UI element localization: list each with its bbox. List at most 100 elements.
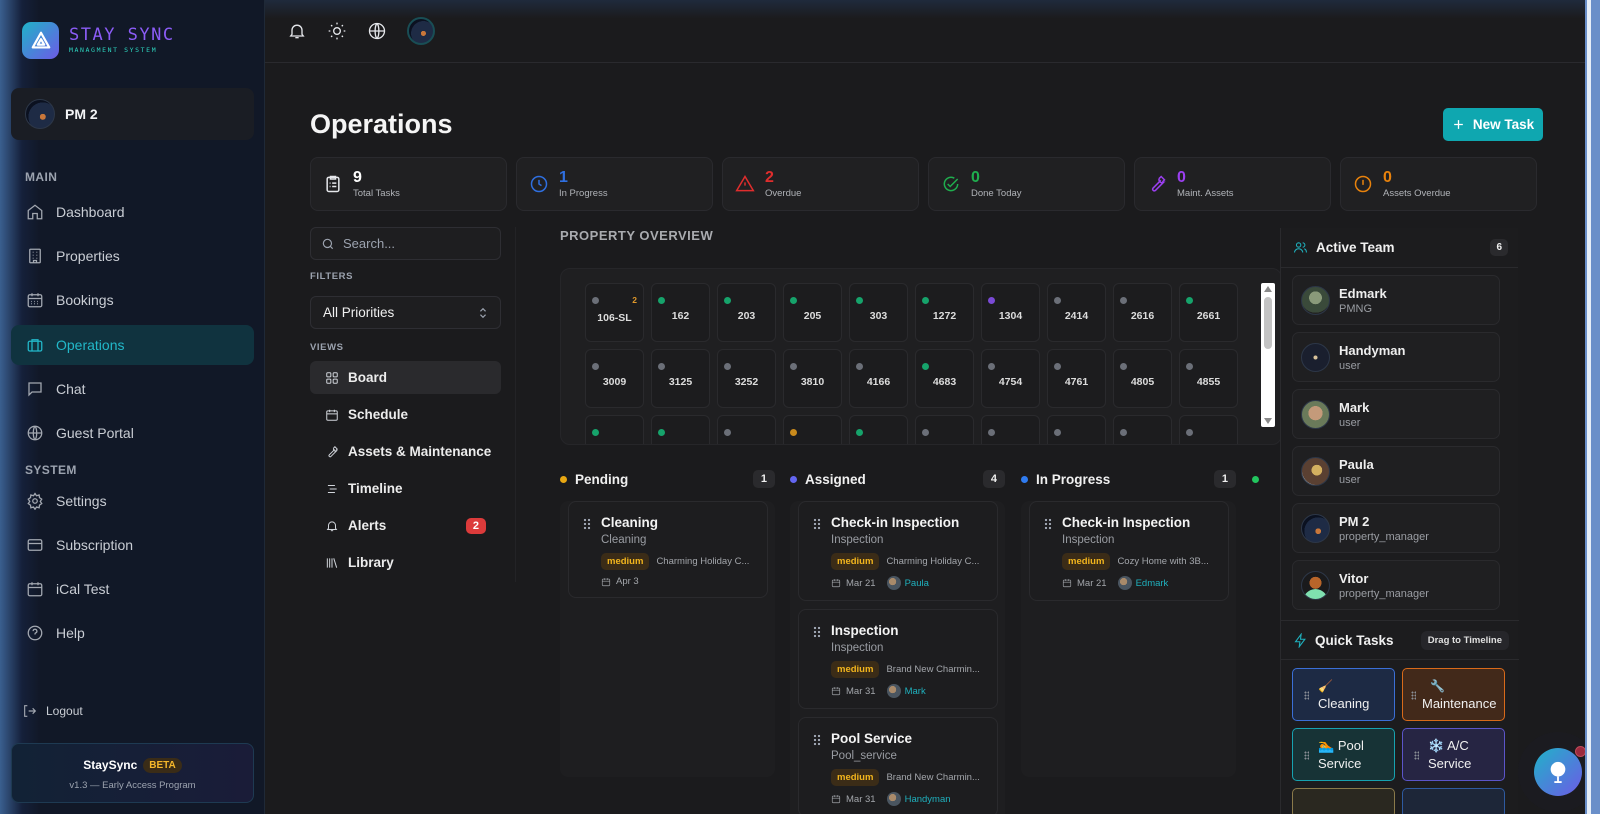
task-date: Apr 3 bbox=[616, 576, 639, 587]
drag-handle-icon[interactable] bbox=[1044, 518, 1052, 530]
property-tile[interactable]: 3252 bbox=[717, 349, 776, 408]
sidebar-item-guest-portal[interactable]: Guest Portal bbox=[11, 413, 254, 453]
team-member[interactable]: PM 2 property_manager bbox=[1292, 503, 1500, 553]
sidebar-item-bookings[interactable]: Bookings bbox=[11, 280, 254, 320]
team-member[interactable]: Paula user bbox=[1292, 446, 1500, 496]
property-overview-scrollbar[interactable] bbox=[1261, 283, 1275, 427]
globe-icon[interactable] bbox=[367, 21, 387, 41]
drag-handle-icon[interactable] bbox=[1304, 751, 1309, 760]
property-id: 4855 bbox=[1196, 376, 1221, 388]
property-tile[interactable] bbox=[717, 415, 776, 444]
property-tile[interactable]: 1304 bbox=[981, 283, 1040, 342]
chatbot-button[interactable] bbox=[1534, 746, 1586, 796]
property-tile[interactable] bbox=[783, 415, 842, 444]
sidebar-item-subscription[interactable]: Subscription bbox=[11, 525, 254, 565]
drag-handle-icon[interactable] bbox=[583, 518, 591, 530]
avatar[interactable] bbox=[407, 17, 435, 45]
team-count-badge: 6 bbox=[1490, 239, 1508, 256]
priority-select[interactable]: All Priorities bbox=[310, 296, 501, 329]
property-tile[interactable] bbox=[1179, 415, 1238, 444]
drag-handle-icon[interactable] bbox=[1414, 751, 1419, 760]
property-tile[interactable]: 4754 bbox=[981, 349, 1040, 408]
property-tile[interactable] bbox=[651, 415, 710, 444]
view-timeline[interactable]: Timeline bbox=[310, 472, 501, 505]
property-tile[interactable]: 2661 bbox=[1179, 283, 1238, 342]
task-card[interactable]: Check-in Inspection Inspection medium Coz… bbox=[1029, 501, 1229, 601]
quick-task-more[interactable] bbox=[1402, 788, 1505, 814]
team-member[interactable]: Handyman user bbox=[1292, 332, 1500, 382]
quick-task-more[interactable] bbox=[1292, 788, 1395, 814]
view-board[interactable]: Board bbox=[310, 361, 501, 394]
sidebar-item-properties[interactable]: Properties bbox=[11, 236, 254, 276]
sidebar-item-ical-test[interactable]: iCal Test bbox=[11, 569, 254, 609]
sidebar-item-help[interactable]: Help bbox=[11, 613, 254, 653]
property-tile[interactable]: 203 bbox=[717, 283, 776, 342]
task-assignee[interactable]: Mark bbox=[886, 684, 926, 698]
property-tile[interactable] bbox=[849, 415, 908, 444]
search-field[interactable] bbox=[310, 227, 501, 260]
task-card[interactable]: Cleaning Cleaning medium Charming Holiday… bbox=[568, 501, 768, 598]
user-card[interactable]: PM 2 bbox=[11, 88, 254, 140]
team-member[interactable]: Vitor property_manager bbox=[1292, 560, 1500, 610]
drag-handle-icon[interactable] bbox=[813, 518, 821, 530]
property-tile[interactable]: 4805 bbox=[1113, 349, 1172, 408]
task-date: Mar 21 bbox=[1077, 577, 1107, 589]
property-tile[interactable]: 3009 bbox=[585, 349, 644, 408]
view-alerts[interactable]: Alerts 2 bbox=[310, 509, 501, 542]
quick-task-maintenance[interactable]: 🔧 Maintenance bbox=[1402, 668, 1505, 721]
property-tile[interactable]: 2414 bbox=[1047, 283, 1106, 342]
property-tile[interactable]: 303 bbox=[849, 283, 908, 342]
stat-value: 0 bbox=[1383, 168, 1392, 186]
property-tile[interactable] bbox=[1047, 415, 1106, 444]
sun-icon[interactable] bbox=[327, 21, 347, 41]
property-tile[interactable]: 4855 bbox=[1179, 349, 1238, 408]
sidebar-item-dashboard[interactable]: Dashboard bbox=[11, 192, 254, 232]
sidebar-item-chat[interactable]: Chat bbox=[11, 369, 254, 409]
property-tile[interactable] bbox=[981, 415, 1040, 444]
task-card[interactable]: Pool Service Pool_service medium Brand Ne… bbox=[798, 717, 998, 814]
task-card[interactable]: Inspection Inspection medium Brand New Ch… bbox=[798, 609, 998, 709]
property-tile[interactable]: 3810 bbox=[783, 349, 842, 408]
property-tile[interactable]: 4761 bbox=[1047, 349, 1106, 408]
view-assets-maintenance[interactable]: Assets & Maintenance bbox=[310, 435, 501, 468]
task-assignee[interactable]: Handyman bbox=[886, 792, 951, 806]
column-count: 4 bbox=[982, 470, 1005, 488]
drag-handle-icon[interactable] bbox=[1411, 691, 1416, 700]
property-tile[interactable] bbox=[915, 415, 974, 444]
property-tile[interactable]: 1272 bbox=[915, 283, 974, 342]
logout-button[interactable]: Logout bbox=[22, 703, 83, 719]
sidebar-item-settings[interactable]: Settings bbox=[11, 481, 254, 521]
task-card[interactable]: Check-in Inspection Inspection medium Cha… bbox=[798, 501, 998, 601]
property-tile[interactable]: 3125 bbox=[651, 349, 710, 408]
quick-task-ac-service[interactable]: ❄️ A/C Service bbox=[1402, 728, 1505, 781]
scroll-down-arrow-icon[interactable] bbox=[1264, 418, 1272, 424]
search-input[interactable] bbox=[343, 236, 483, 251]
brand[interactable]: STAY SYNC MANAGMENT SYSTEM bbox=[22, 22, 175, 59]
scrollbar-thumb[interactable] bbox=[1264, 297, 1272, 349]
property-tile[interactable] bbox=[585, 415, 644, 444]
property-tile[interactable]: 162 bbox=[651, 283, 710, 342]
task-assignee[interactable]: Edmark bbox=[1117, 576, 1168, 590]
property-tile[interactable]: 4166 bbox=[849, 349, 908, 408]
quick-task-cleaning[interactable]: 🧹 Cleaning bbox=[1292, 668, 1395, 721]
property-tile[interactable] bbox=[1113, 415, 1172, 444]
property-tile[interactable]: 4683 bbox=[915, 349, 974, 408]
scrollbar-thumb[interactable] bbox=[1587, 0, 1591, 814]
property-tile[interactable]: 205 bbox=[783, 283, 842, 342]
drag-handle-icon[interactable] bbox=[813, 626, 821, 638]
page-scrollbar[interactable] bbox=[1585, 0, 1600, 814]
view-library[interactable]: Library bbox=[310, 546, 501, 579]
team-member[interactable]: Mark user bbox=[1292, 389, 1500, 439]
sidebar-item-operations[interactable]: Operations bbox=[11, 325, 254, 365]
drag-handle-icon[interactable] bbox=[813, 734, 821, 746]
new-task-button[interactable]: New Task bbox=[1443, 108, 1543, 141]
team-member[interactable]: Edmark PMNG bbox=[1292, 275, 1500, 325]
property-tile[interactable]: 2616 bbox=[1113, 283, 1172, 342]
task-assignee[interactable]: Paula bbox=[886, 576, 929, 590]
bell-icon[interactable] bbox=[287, 21, 307, 41]
quick-task-pool-service[interactable]: 🏊 Pool Service bbox=[1292, 728, 1395, 781]
scroll-up-arrow-icon[interactable] bbox=[1264, 286, 1272, 292]
property-tile[interactable]: 106-SL 2 bbox=[585, 283, 644, 342]
drag-handle-icon[interactable] bbox=[1304, 691, 1309, 700]
view-schedule[interactable]: Schedule bbox=[310, 398, 501, 431]
